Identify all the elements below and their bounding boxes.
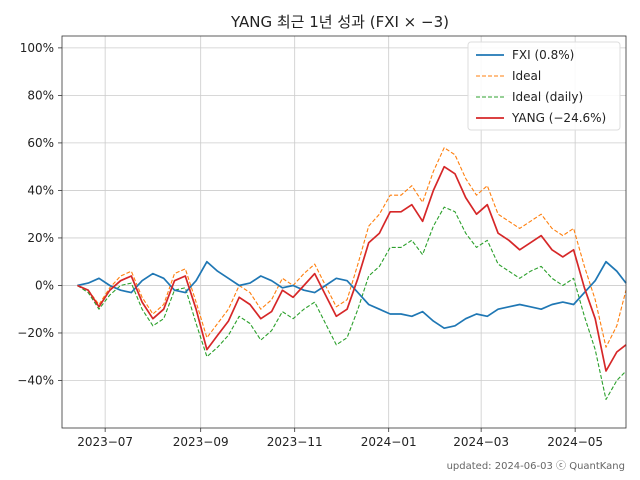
legend-label: YANG (−24.6%) bbox=[511, 111, 606, 125]
y-axis-ticks: −40% −20% 0% 20% 40% 60% 80% 100% bbox=[17, 41, 62, 387]
y-tick-label: 0% bbox=[35, 278, 54, 292]
x-tick-label: 2023−11 bbox=[267, 435, 323, 449]
y-tick-label: 40% bbox=[27, 183, 54, 197]
legend-box bbox=[467, 41, 621, 131]
series-layer bbox=[77, 147, 627, 401]
footer-note: updated: 2024-06-03 ⓒ QuantKang bbox=[447, 460, 625, 472]
y-tick-label: −20% bbox=[17, 326, 54, 340]
x-tick-label: 2023−07 bbox=[77, 435, 133, 449]
legend-label: Ideal bbox=[512, 69, 541, 83]
y-tick-label: 20% bbox=[27, 231, 54, 245]
y-tick-label: 80% bbox=[27, 88, 54, 102]
y-tick-label: 60% bbox=[27, 136, 54, 150]
series-line-1 bbox=[77, 260, 627, 330]
x-tick-label: 2023−09 bbox=[173, 435, 229, 449]
series-line-2 bbox=[77, 147, 627, 348]
legend-label: FXI (0.8%) bbox=[512, 48, 574, 62]
y-tick-label: 100% bbox=[20, 41, 54, 55]
legend-label: Ideal (daily) bbox=[512, 90, 583, 104]
chart-title: YANG 최근 1년 성과 (FXI × −3) bbox=[230, 13, 449, 31]
plot-frame bbox=[61, 35, 627, 429]
x-tick-label: 2024−01 bbox=[361, 435, 417, 449]
x-axis-ticks: 2023−07 2023−09 2023−11 2024−01 2024−03 2024−… bbox=[77, 428, 603, 449]
x-tick-label: 2024−03 bbox=[453, 435, 509, 449]
series-line-3 bbox=[77, 206, 627, 401]
y-tick-label: −40% bbox=[17, 373, 54, 387]
legend: FXI (0.8%) Ideal Ideal (daily) YANG (−24.6%… bbox=[467, 41, 621, 131]
series-line-4 bbox=[77, 165, 627, 372]
x-tick-label: 2024−05 bbox=[547, 435, 603, 449]
plot-border bbox=[61, 35, 627, 429]
